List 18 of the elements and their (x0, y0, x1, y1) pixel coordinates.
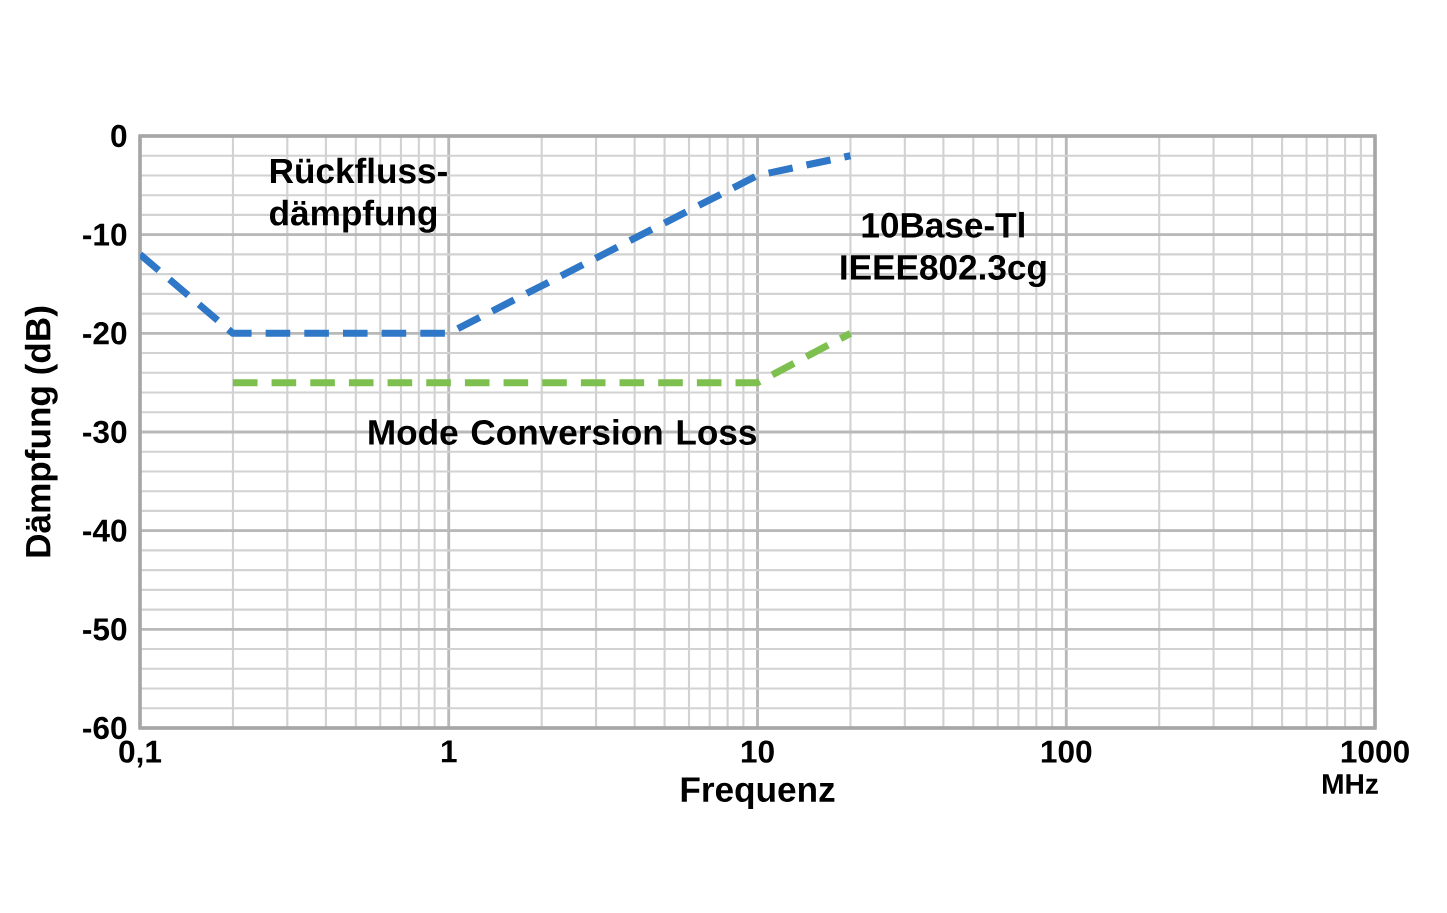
y-tick-label: 0 (111, 124, 127, 148)
x-tick-label: 100 (1041, 740, 1092, 763)
x-tick-label: 1000 (1341, 740, 1409, 763)
x-tick-label: 0,1 (119, 740, 162, 768)
y-axis-title: Dämpfung (dB) (24, 306, 58, 557)
y-tick-label: -40 (83, 519, 127, 542)
x-tick-label: 1 (441, 740, 457, 763)
y-tick-label: -60 (83, 716, 127, 740)
y-tick-label: -50 (83, 618, 127, 641)
x-axis-title: Frequenz (681, 777, 835, 809)
series-label: Mode Conversion Loss (369, 419, 757, 445)
text: Rückfluss-dämpfung (270, 157, 447, 233)
text: 10Base-Tl IEEE802.3cg (841, 211, 1046, 287)
x-tick-label: 10 (741, 740, 774, 763)
y-tick-label: -10 (83, 223, 127, 246)
y-tick-label: -20 (83, 322, 127, 345)
y-tick-label: -30 (83, 420, 127, 444)
text: MHz (1323, 774, 1378, 794)
